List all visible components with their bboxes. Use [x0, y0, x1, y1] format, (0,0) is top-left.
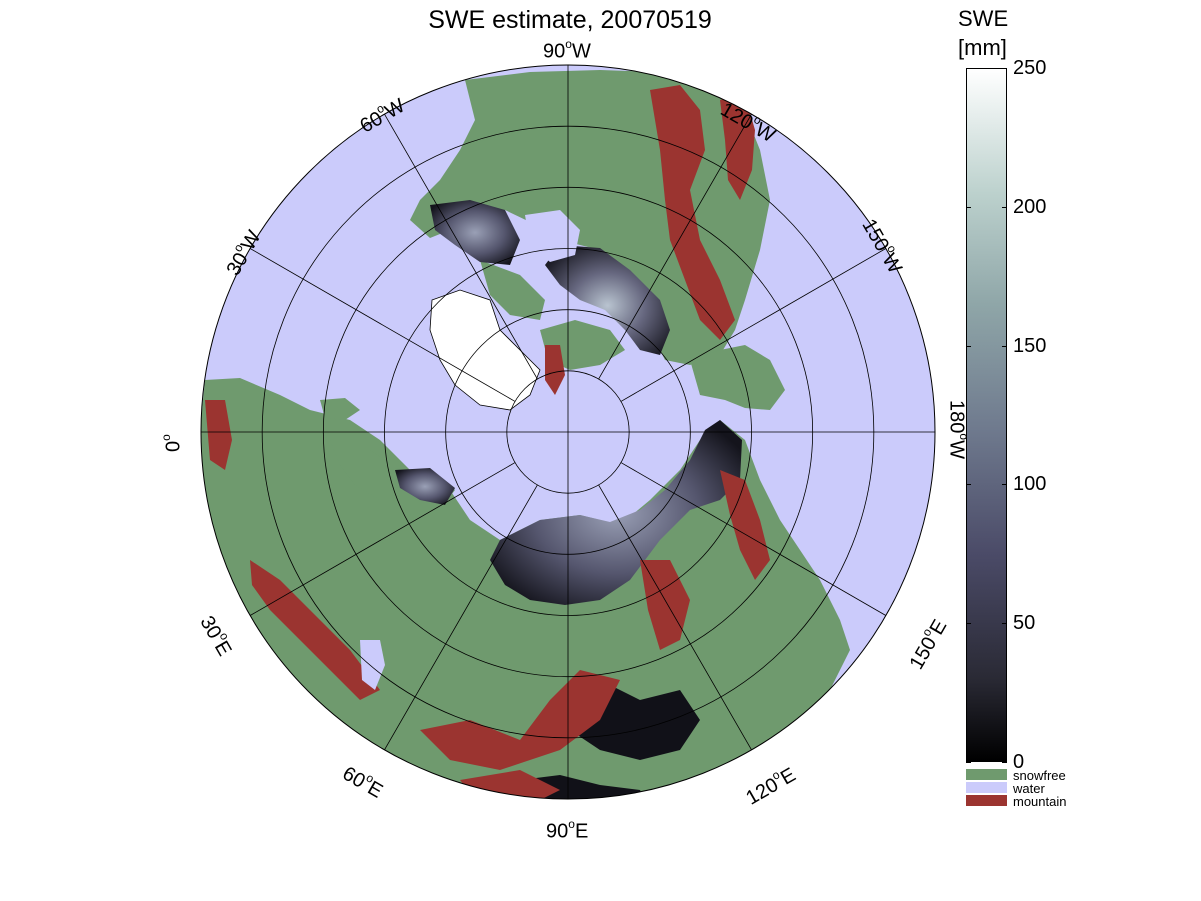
graticule	[201, 65, 935, 799]
snow-north-canada	[545, 245, 670, 355]
mountain-east-asia	[640, 560, 690, 650]
label-water: water	[1013, 781, 1045, 796]
colorbar-tickmark-right	[1002, 345, 1007, 347]
swatch-mountain	[966, 795, 1007, 806]
colorbar-tickmark-left	[966, 206, 971, 208]
colorbar-tickmark-left	[966, 484, 971, 486]
colorbar-tick-200: 200	[1013, 195, 1047, 218]
baffin-island	[480, 260, 545, 320]
colorbar-tickmark-right	[1002, 206, 1007, 208]
colorbar-tickmark-left	[966, 762, 971, 763]
mountain-coast-range	[720, 95, 755, 200]
swatch-water	[966, 782, 1007, 793]
colorbar-title-line2: [mm]	[958, 35, 1007, 60]
mountain-east-siberia	[720, 470, 770, 580]
meridian-210	[249, 248, 516, 402]
iceland-land	[320, 398, 360, 420]
colorbar-tickmark-right	[1002, 623, 1007, 625]
colorbar-tickmark-right	[1002, 762, 1007, 763]
caspian-sea	[360, 640, 385, 690]
colorbar-tickmark-right	[1002, 68, 1007, 69]
swatch-snowfree	[966, 769, 1007, 780]
mountain-west-europe	[205, 400, 232, 470]
meridian-330	[620, 248, 887, 402]
meridian-30	[620, 462, 887, 616]
mountain-greenland-east	[545, 345, 565, 395]
alaska-land	[690, 345, 785, 410]
mountain-europe	[250, 560, 380, 700]
snow-siberia	[490, 420, 742, 605]
mountain-central-asia	[420, 670, 620, 770]
map-frame	[200, 64, 936, 800]
lon-label-90e: 90oE	[546, 817, 589, 843]
colorbar-tickmark-left	[966, 623, 971, 625]
colorbar-tick-100: 100	[1013, 473, 1047, 496]
colorbar-title: SWE [mm]	[958, 4, 1008, 62]
colorbar	[966, 68, 1007, 762]
meridian-150	[249, 462, 516, 616]
lon-label-180w: 180oW	[945, 400, 971, 459]
colorbar-tick-50: 50	[1013, 612, 1036, 635]
lon-label-90w: 90oW	[543, 37, 591, 63]
mountain-rockies	[650, 85, 735, 340]
colorbar-tick-250: 250	[1013, 57, 1047, 79]
colorbar-tick-150: 150	[1013, 334, 1047, 357]
meridian-60	[598, 484, 752, 751]
snow-scandinavia	[395, 468, 455, 505]
colorbar-title-line1: SWE	[958, 6, 1009, 31]
label-mountain: mountain	[1013, 794, 1067, 809]
meridian-120	[384, 484, 538, 751]
hudson-bay	[525, 210, 580, 262]
meridian-300	[598, 113, 752, 380]
colorbar-tickmark-left	[966, 345, 971, 347]
label-snowfree: snowfree	[1013, 768, 1066, 783]
snow-tibet	[520, 775, 650, 799]
colorbar-tickmark-right	[1002, 484, 1007, 486]
meridian-240	[384, 113, 538, 380]
colorbar-tickmark-left	[966, 68, 971, 69]
colorbar-tick-0: 0	[1013, 751, 1025, 773]
map-title: SWE estimate, 20070519	[428, 6, 712, 34]
lon-label-0: 0o	[159, 434, 185, 452]
